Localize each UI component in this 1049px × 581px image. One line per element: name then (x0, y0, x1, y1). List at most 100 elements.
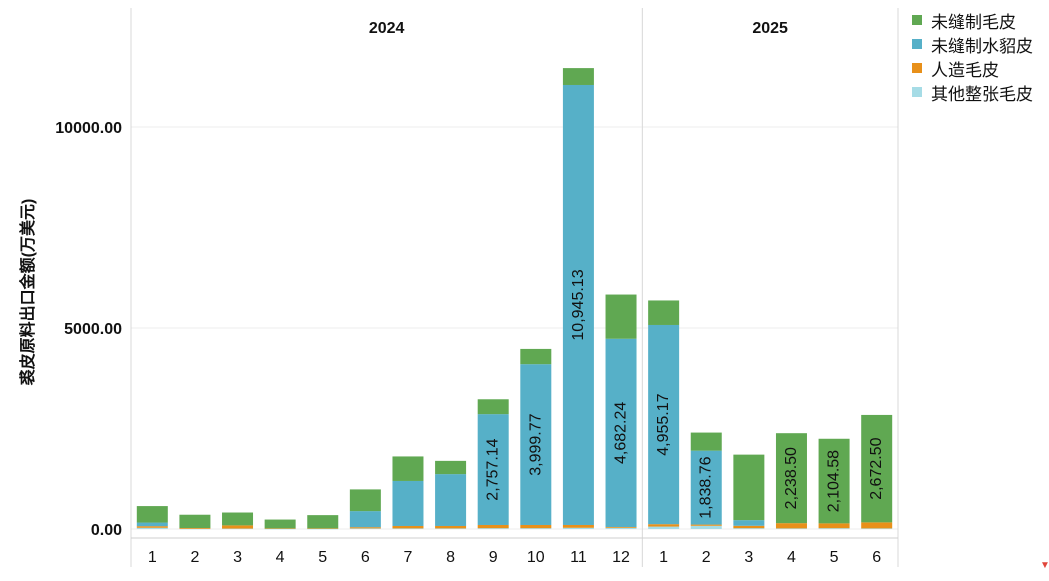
bar-segment (179, 527, 211, 529)
bar-segment (435, 528, 467, 529)
bar-segment (562, 84, 594, 525)
bar-segment (435, 474, 467, 526)
legend-swatch (912, 87, 922, 97)
data-label: 2,757.14 (485, 438, 502, 500)
bar-segment (733, 528, 765, 529)
x-tick-label: 3 (233, 549, 242, 566)
triangle-down-icon[interactable]: ▼ (1040, 560, 1049, 571)
bar-segment (136, 522, 168, 527)
x-tick-label: 6 (361, 549, 370, 566)
bar-segment (392, 480, 424, 526)
bar-segment (222, 512, 254, 526)
bar-segment (648, 324, 680, 525)
legend-item[interactable]: 未缝制毛皮 (912, 8, 1033, 32)
x-tick-label: 5 (318, 549, 327, 566)
x-tick-label: 2 (702, 549, 711, 566)
legend-item[interactable]: 未缝制水貂皮 (912, 32, 1033, 56)
bar-segment (690, 450, 722, 525)
bar-segment (733, 525, 765, 529)
group-label: 2025 (752, 20, 788, 37)
bar-segment (349, 528, 381, 529)
bar-segment (648, 526, 680, 529)
bar-segment (222, 528, 254, 530)
y-tick-label: 0.00 (91, 522, 122, 539)
x-tick-label: 4 (276, 549, 285, 566)
bar-segment (349, 527, 381, 529)
group-label: 2024 (369, 20, 405, 37)
legend-item[interactable]: 人造毛皮 (912, 56, 1033, 80)
bar-segment (435, 525, 467, 529)
bar-segment (520, 528, 552, 529)
bar-segment (136, 526, 168, 528)
legend-label: 其他整张毛皮 (931, 84, 1033, 104)
data-label: 4,682.24 (613, 402, 630, 464)
bar-segment (307, 515, 339, 529)
bar-segment (179, 528, 211, 530)
legend: 未缝制毛皮 未缝制水貂皮 人造毛皮 其他整张毛皮 (912, 8, 1033, 104)
bar-segment (179, 514, 211, 528)
bar-segment (477, 414, 509, 525)
data-label: 2,672.50 (868, 437, 885, 499)
bar-segment (775, 433, 807, 524)
data-label: 2,238.50 (783, 447, 800, 509)
bar-segment (520, 348, 552, 365)
data-label: 1,838.76 (698, 456, 715, 518)
bar-segment (605, 338, 637, 527)
x-tick-label: 8 (446, 549, 455, 566)
x-tick-label: 1 (659, 549, 668, 566)
bar-segment (818, 528, 850, 529)
bar-segment (775, 528, 807, 529)
bar-segment (690, 525, 722, 529)
bar-segment (307, 528, 339, 529)
bar-segment (562, 527, 594, 529)
x-tick-label: 1 (148, 549, 157, 566)
bar-segment (648, 300, 680, 325)
x-tick-label: 5 (830, 549, 839, 566)
bar-segment (477, 524, 509, 529)
bar-segment (477, 528, 509, 529)
bar-segment (562, 68, 594, 85)
bar-segment (775, 523, 807, 529)
bar-segment (605, 527, 637, 529)
x-tick-label: 9 (489, 549, 498, 566)
legend-swatch (912, 63, 922, 73)
y-tick-label: 10000.00 (55, 120, 122, 137)
bar-segment (520, 524, 552, 529)
bar-segment (435, 460, 467, 475)
bar-segment (136, 527, 168, 529)
x-tick-label: 12 (612, 549, 630, 566)
x-tick-label: 10 (527, 549, 545, 566)
x-tick-label: 3 (744, 549, 753, 566)
bar-segment (264, 528, 296, 529)
x-tick-label: 7 (404, 549, 413, 566)
legend-label: 未缝制毛皮 (931, 12, 1016, 32)
bar-segment (861, 414, 893, 523)
x-tick-label: 6 (872, 549, 881, 566)
bar-segment (818, 438, 850, 524)
x-tick-label: 4 (787, 549, 796, 566)
bar-segment (349, 489, 381, 512)
legend-swatch (912, 39, 922, 49)
data-label: 3,999.77 (527, 413, 544, 475)
bar-segment (392, 456, 424, 481)
y-axis-label: 裘皮原料出口金额(万美元) (20, 198, 37, 386)
y-tick-label: 5000.00 (64, 321, 122, 338)
bar-segment (222, 525, 254, 529)
bar-segment (605, 294, 637, 339)
bar-segment (648, 524, 680, 527)
bar-segment (861, 528, 893, 529)
data-label: 10,945.13 (570, 269, 587, 340)
legend-label: 人造毛皮 (931, 60, 999, 80)
bar-segment (477, 399, 509, 415)
bar-segment (392, 528, 424, 529)
legend-swatch (912, 15, 922, 25)
bar-segment (264, 519, 296, 529)
data-label: 2,104.58 (826, 450, 843, 512)
bar-segment (136, 506, 168, 523)
bar-segment (861, 522, 893, 529)
x-tick-label: 11 (570, 549, 587, 566)
bar-segment (690, 432, 722, 451)
legend-item[interactable]: 其他整张毛皮 (912, 80, 1033, 104)
x-tick-label: 2 (190, 549, 199, 566)
